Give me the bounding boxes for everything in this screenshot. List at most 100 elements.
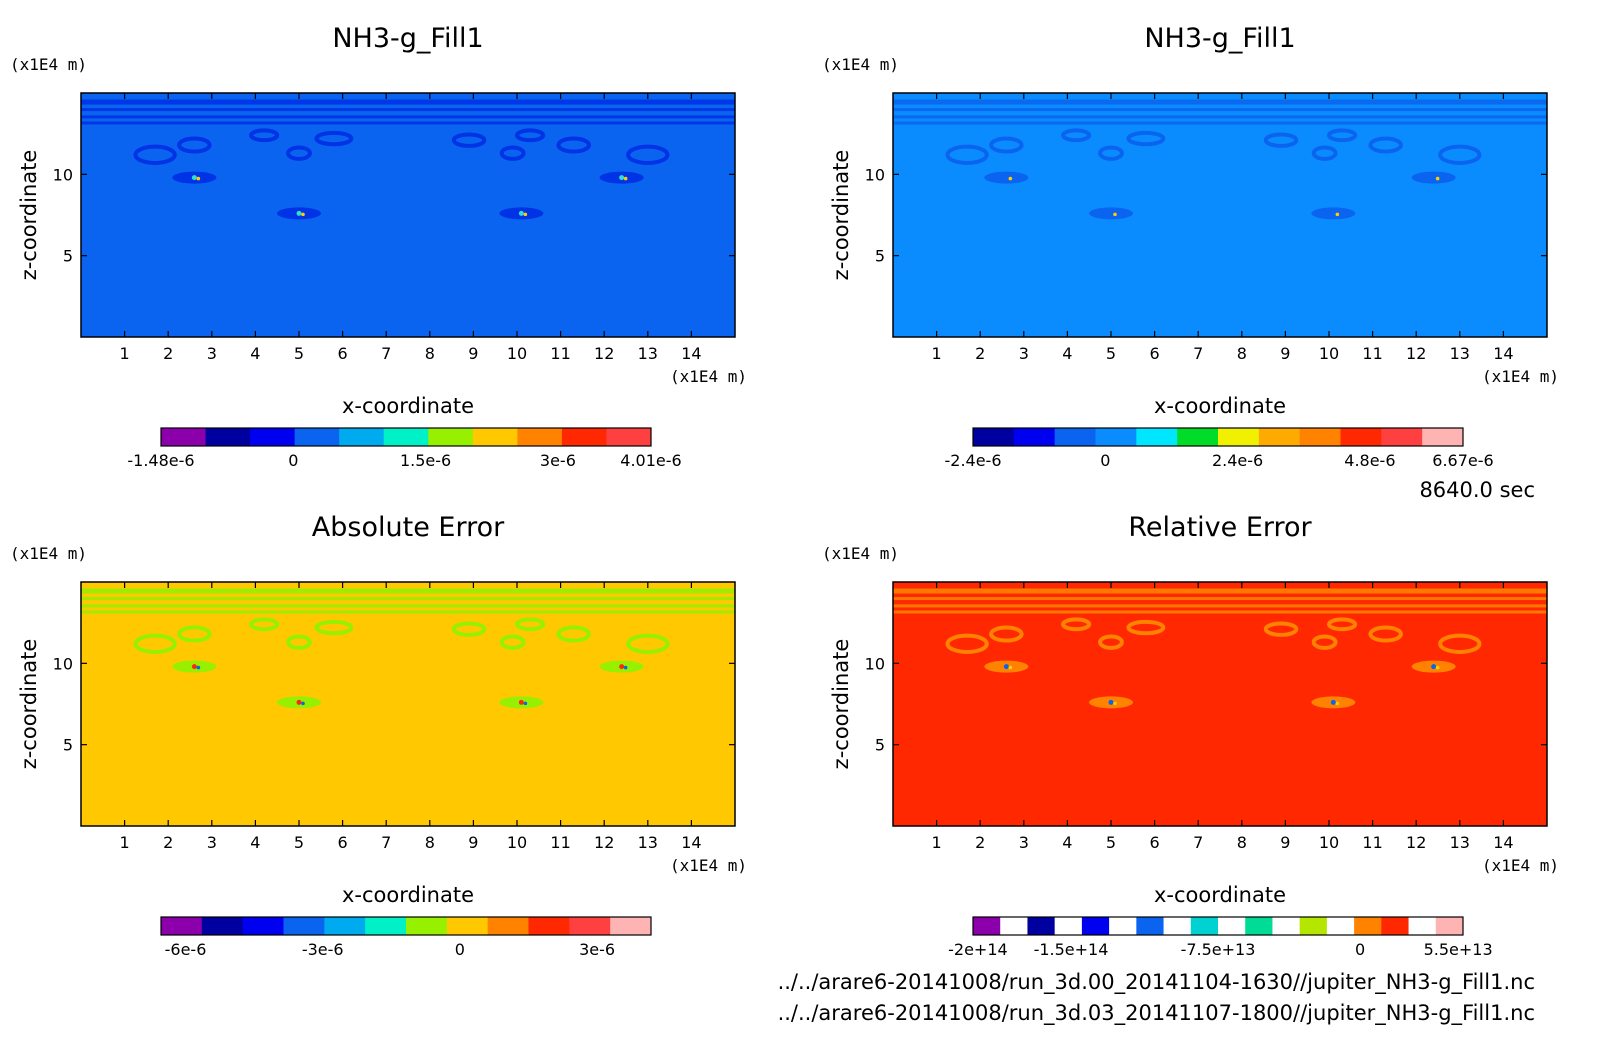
- colorbar-frame: [160, 427, 652, 447]
- colorbar-tick-label: -3e-6: [302, 940, 344, 959]
- colorbar-segment: [1136, 428, 1178, 446]
- colorbar-segment: [365, 917, 407, 935]
- heatmap-contour: [177, 625, 212, 643]
- heatmap-feature-core: [1435, 176, 1440, 181]
- x-tick-label: 7: [1193, 344, 1203, 363]
- x-tick-label: 11: [550, 344, 570, 363]
- y-tick-label: 5: [875, 247, 885, 266]
- x-tick-label: 5: [1106, 344, 1116, 363]
- heatmap-contour: [314, 130, 354, 147]
- x-tick-label: 5: [1106, 833, 1116, 852]
- y-tick-label: 10: [865, 654, 885, 673]
- heatmap-contour: [1438, 633, 1482, 654]
- x-tick-label: 2: [975, 344, 985, 363]
- time-label: 8640.0 sec: [1419, 478, 1535, 502]
- x-tick-label: 12: [1406, 344, 1426, 363]
- heatmap-band: [81, 99, 735, 105]
- heatmap-contour: [989, 625, 1024, 643]
- heatmap-feature-core: [1108, 699, 1114, 705]
- colorbar-segment: [606, 428, 652, 446]
- x-tick-label: 12: [1406, 833, 1426, 852]
- colorbar-tick-label: 0: [1100, 451, 1110, 470]
- plot-frame: [892, 92, 1548, 338]
- x-tick-label: 11: [1362, 833, 1382, 852]
- heatmap-band: [81, 610, 735, 614]
- colorbar-frame: [972, 916, 1464, 936]
- heatmap-contour: [451, 132, 487, 148]
- colorbar-tick-label: 0: [455, 940, 465, 959]
- colorbar-segment: [339, 428, 385, 446]
- heatmap-feature-core: [619, 175, 625, 181]
- heatmap-feature-core: [619, 664, 625, 670]
- y-tick-label: 5: [875, 736, 885, 755]
- colorbar-segment: [283, 917, 325, 935]
- colorbar-segment: [242, 917, 284, 935]
- heatmap-contour: [133, 144, 177, 165]
- heatmap-contour: [1098, 634, 1124, 650]
- heatmap-contour: [177, 136, 212, 154]
- heatmap-band: [893, 597, 1547, 601]
- y-tick-label: 10: [53, 654, 73, 673]
- colorbar-segment: [161, 428, 207, 446]
- colorbar-segment: [973, 428, 1015, 446]
- y-tick-label: 5: [63, 247, 73, 266]
- colorbar-segment: [1218, 917, 1246, 935]
- x-tick-label: 14: [681, 833, 701, 852]
- chart-title: NH3-g_Fill1: [1144, 23, 1295, 54]
- heatmap-feature-core: [1431, 175, 1437, 181]
- colorbar-segment: [1299, 917, 1328, 935]
- colorbar-segment: [205, 428, 251, 446]
- heatmap-contour: [515, 128, 546, 143]
- heatmap-feature-core: [523, 212, 528, 217]
- colorbar-segment: [1326, 917, 1355, 935]
- x-tick-label: 8: [1237, 833, 1247, 852]
- heatmap-field: [81, 582, 735, 826]
- x-axis-unit: (x1E4 m): [1482, 367, 1559, 386]
- x-tick-label: 3: [207, 833, 217, 852]
- colorbar-segment: [383, 428, 429, 446]
- colorbar-segment: [250, 428, 296, 446]
- x-tick-label: 5: [294, 833, 304, 852]
- colorbar-tick-label: 0: [1355, 940, 1365, 959]
- heatmap-feature-core: [191, 664, 197, 670]
- heatmap-contour: [1061, 617, 1092, 632]
- x-tick-label: 9: [468, 833, 478, 852]
- chart-title: Absolute Error: [312, 512, 505, 543]
- colorbar-segment: [1136, 917, 1165, 935]
- heatmap-feature-core: [1335, 701, 1340, 706]
- colorbar-segment: [1109, 917, 1137, 935]
- colorbar-segment: [610, 917, 652, 935]
- x-tick-label: 10: [1319, 833, 1339, 852]
- x-tick-label: 13: [638, 344, 658, 363]
- x-tick-label: 6: [1150, 833, 1160, 852]
- colorbar-segment: [428, 428, 474, 446]
- y-tick-label: 10: [53, 165, 73, 184]
- x-tick-label: 5: [294, 344, 304, 363]
- heatmap-band: [81, 115, 735, 119]
- colorbar-segment: [446, 917, 489, 935]
- colorbar-segment: [1095, 428, 1137, 446]
- heatmap-feature-core: [1008, 665, 1013, 670]
- heatmap-contour: [499, 145, 526, 161]
- colorbar-segment: [528, 917, 570, 935]
- heatmap-feature-core: [623, 176, 628, 181]
- heatmap-contour: [626, 144, 670, 165]
- colorbar-segment: [201, 917, 244, 935]
- colorbar-tick-label: 0: [288, 451, 298, 470]
- heatmap-feature-core: [1113, 701, 1117, 706]
- heatmap-contour: [1438, 144, 1482, 165]
- colorbar-tick-label: -1.48e-6: [127, 451, 194, 470]
- colorbar-segment: [1054, 917, 1083, 935]
- heatmap-contour: [945, 144, 989, 165]
- colorbar-tick-label: -7.5e+13: [1181, 940, 1256, 959]
- y-axis-unit: (x1E4 m): [10, 55, 87, 74]
- colorbar-segment: [973, 917, 1001, 935]
- colorbar-segment: [1381, 428, 1423, 446]
- colorbar-tick-label: 2.4e-6: [1212, 451, 1263, 470]
- heatmap-contour: [1126, 619, 1166, 636]
- heatmap-contour: [1368, 136, 1403, 154]
- y-tick-label: 5: [63, 736, 73, 755]
- heatmap-contour: [945, 633, 989, 654]
- heatmap-contour: [1368, 625, 1403, 643]
